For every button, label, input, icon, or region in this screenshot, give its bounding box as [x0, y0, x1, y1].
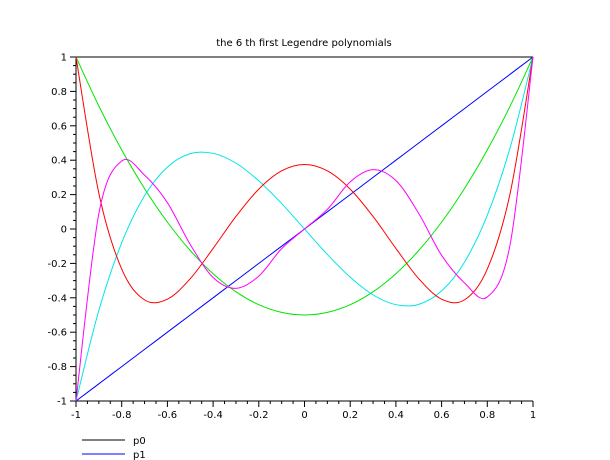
- legend-label: p1: [133, 450, 146, 460]
- y-tick-label: -0.6: [47, 328, 67, 339]
- chart-title: the 6 th first Legendre polynomials: [216, 38, 392, 49]
- series-line-2: [75, 56, 534, 316]
- y-tick-label: 0.2: [51, 190, 67, 201]
- y-tick-label: 0.6: [51, 121, 67, 132]
- x-tick-label: 1: [530, 410, 536, 421]
- y-tick-label: -0.2: [47, 259, 67, 270]
- series-line-5: [75, 56, 534, 402]
- x-tick-label: 0.4: [388, 410, 404, 421]
- x-tick-label: 0: [301, 410, 307, 421]
- y-tick-label: -0.8: [47, 362, 67, 373]
- series-line-4: [75, 56, 534, 304]
- y-tick-label: -0.4: [47, 293, 67, 304]
- x-tick-label: 0.6: [434, 410, 450, 421]
- x-tick-label: -1: [71, 410, 81, 421]
- y-tick-label: -1: [57, 397, 67, 408]
- legend-label: p0: [133, 436, 146, 447]
- x-tick-label: 0.8: [479, 410, 495, 421]
- x-tick-label: -0.8: [112, 410, 132, 421]
- x-tick-label: -0.2: [249, 410, 269, 421]
- y-tick-label: 0.4: [51, 156, 67, 167]
- y-tick-label: 1: [61, 53, 67, 64]
- y-tick-label: 0: [61, 225, 67, 236]
- x-tick-label: -0.4: [203, 410, 223, 421]
- x-tick-label: -0.6: [158, 410, 178, 421]
- x-tick-label: 0.2: [342, 410, 358, 421]
- y-tick-label: 0.8: [51, 87, 67, 98]
- series-layer: [75, 56, 534, 402]
- axes: -1 -0.8 -0.6 -0.4 -0.2 0 0.2 0.4 0.6 0.8 1 -1 -0.8 -0…: [47, 53, 536, 422]
